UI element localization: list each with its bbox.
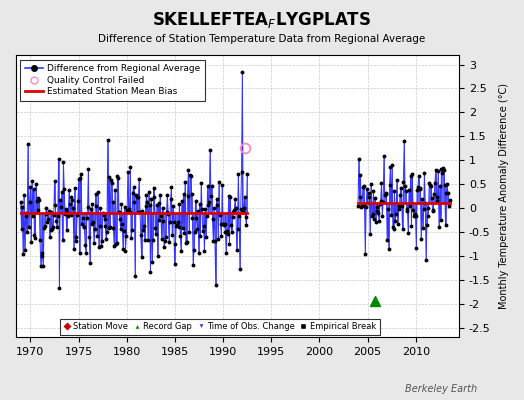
Text: Berkeley Earth: Berkeley Earth bbox=[405, 384, 477, 394]
Text: SKELLEFTEA$_F$LYGPLATS: SKELLEFTEA$_F$LYGPLATS bbox=[152, 10, 372, 30]
Y-axis label: Monthly Temperature Anomaly Difference (°C): Monthly Temperature Anomaly Difference (… bbox=[499, 83, 509, 309]
Text: Difference of Station Temperature Data from Regional Average: Difference of Station Temperature Data f… bbox=[99, 34, 425, 44]
Legend: Station Move, Record Gap, Time of Obs. Change, Empirical Break: Station Move, Record Gap, Time of Obs. C… bbox=[60, 319, 380, 334]
